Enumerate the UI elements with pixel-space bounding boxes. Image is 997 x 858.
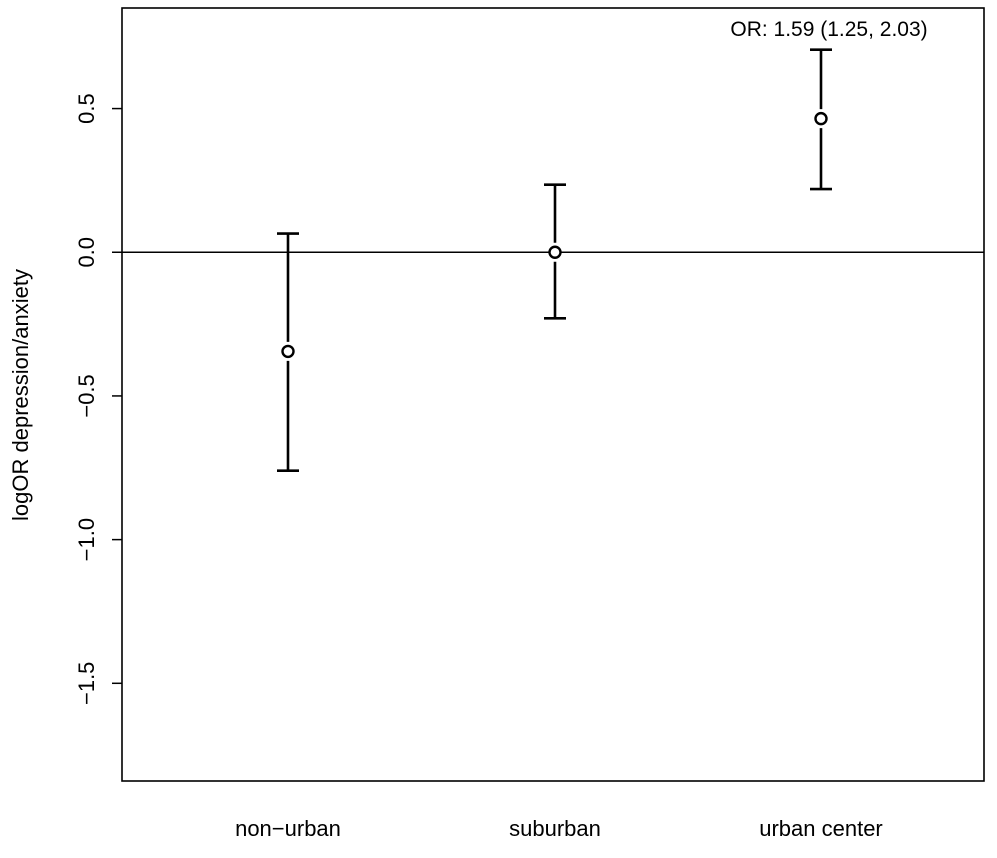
odds-ratio-annotation: OR: 1.59 (1.25, 2.03) — [730, 18, 927, 41]
y-tick-label: 0.0 — [74, 237, 99, 268]
y-axis: −1.5 −1.0 −0.5 0.0 0.5 — [74, 93, 122, 705]
y-tick-label: 0.5 — [74, 93, 99, 124]
y-tick-label: −0.5 — [74, 374, 99, 417]
plot-frame — [121, 7, 985, 782]
y-tick-label: −1.5 — [74, 662, 99, 705]
x-category-label: non−urban — [235, 816, 341, 841]
x-axis-labels: non−urban suburban urban center — [235, 816, 883, 841]
data-marks — [277, 48, 832, 472]
y-axis-label: logOR depression/anxiety — [8, 269, 33, 521]
x-category-label: suburban — [509, 816, 601, 841]
x-category-label: urban center — [759, 816, 883, 841]
estimate-point — [814, 111, 828, 126]
y-tick-label: −1.0 — [74, 518, 99, 561]
estimate-point — [548, 245, 562, 259]
estimate-point — [281, 344, 295, 359]
